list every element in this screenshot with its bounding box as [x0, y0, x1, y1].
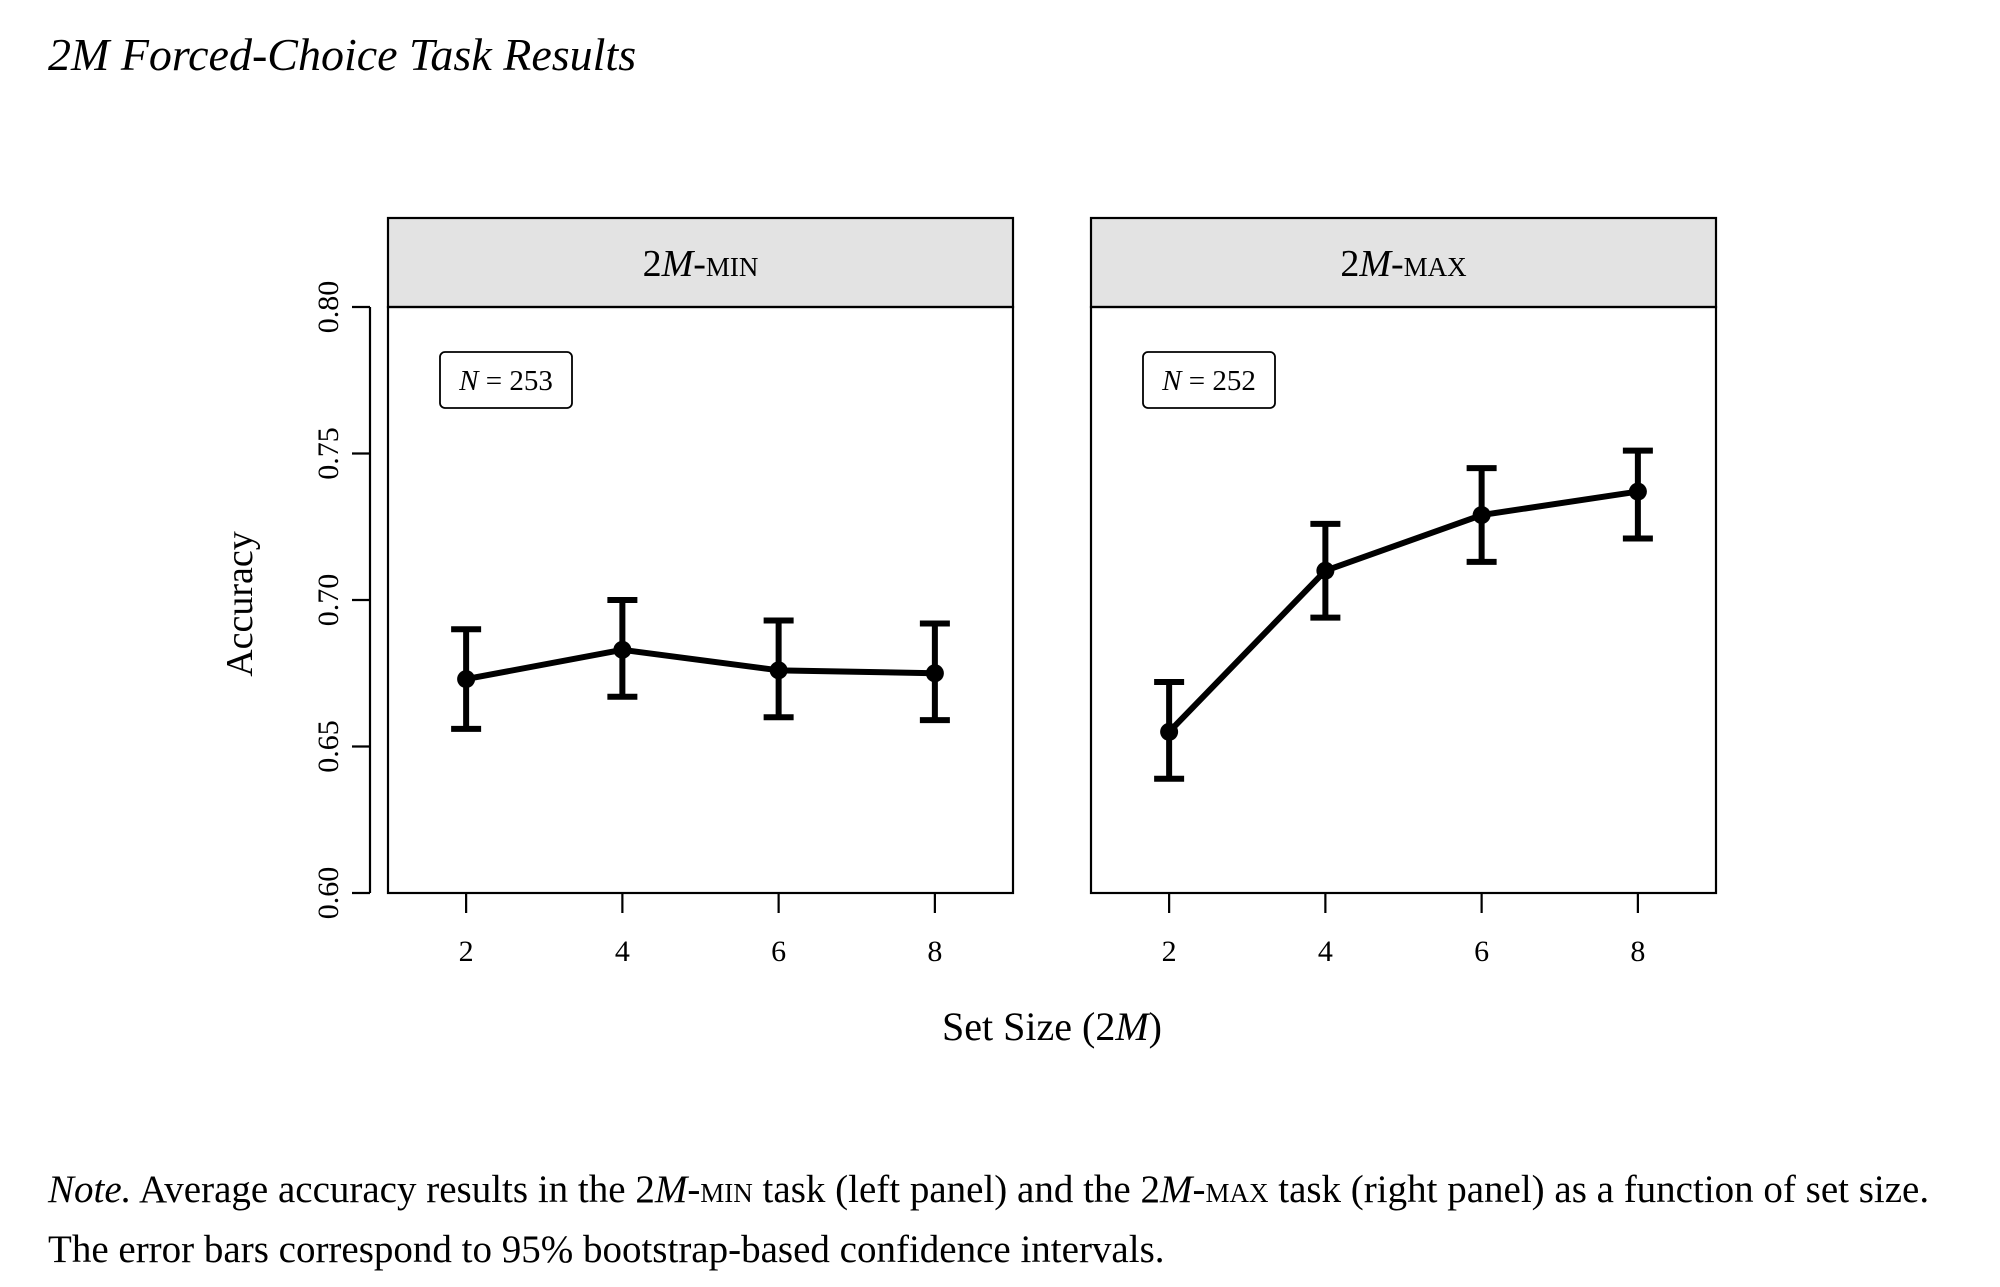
data-point	[1628, 482, 1647, 501]
n-box	[1142, 351, 1276, 409]
panel-strip-label: 2M-max	[1340, 243, 1467, 285]
x-tick-label: 4	[615, 935, 630, 968]
note-task2-num: 2	[1140, 1168, 1160, 1211]
x-tick-label: 4	[1318, 935, 1333, 968]
data-point	[613, 640, 632, 659]
data-point	[769, 661, 788, 680]
data-point	[1316, 561, 1335, 580]
figure-title: 2M Forced-Choice Task Results	[48, 29, 637, 80]
x-tick-label: 8	[1630, 935, 1645, 968]
panel-strip	[386, 216, 1015, 309]
x-tick-label: 2	[459, 935, 474, 968]
n-label: N = 252	[1161, 365, 1256, 397]
y-tick-label: 0.65	[312, 720, 345, 773]
note-task1-var: M	[654, 1168, 688, 1211]
note-task2-suffix: -max	[1192, 1168, 1269, 1211]
y-tick-label: 0.75	[312, 427, 345, 480]
series-line	[1166, 488, 1639, 734]
n-label: N = 253	[458, 365, 553, 397]
n-box	[439, 351, 573, 409]
note-text-3: task (right panel) as a function of set …	[48, 1168, 1930, 1271]
data-point	[1472, 506, 1491, 525]
x-tick-label: 8	[927, 935, 942, 968]
data-point	[1160, 722, 1179, 741]
y-axis-label: Accuracy	[219, 531, 261, 677]
note-task1-suffix: -min	[687, 1168, 753, 1211]
x-tick-label: 2	[1162, 935, 1177, 968]
series-line	[465, 646, 935, 683]
note-text-1: Average accuracy results in the	[131, 1168, 636, 1211]
note-text-2: task (left panel) and the	[752, 1168, 1141, 1211]
x-tick-label: 6	[771, 935, 786, 968]
panel-frame	[1089, 305, 1718, 895]
panel-strip-label: 2M-min	[643, 243, 759, 285]
y-tick-label: 0.80	[312, 281, 345, 334]
chart: 0.60 0.65 0.70 0.75 0.80 Accuracy 2M-min N = 25…	[219, 216, 1718, 1049]
note-lead: Note.	[48, 1168, 132, 1211]
y-tick-label: 0.70	[312, 574, 345, 627]
figure-note: Note. Average accuracy results in the 2M…	[48, 1160, 1978, 1280]
note-task1-num: 2	[635, 1168, 655, 1211]
data-point	[925, 664, 944, 683]
x-tick-label: 6	[1474, 935, 1489, 968]
x-axis-label: Set Size (2M)	[942, 1004, 1162, 1049]
y-tick-label: 0.60	[312, 867, 345, 920]
data-point	[457, 670, 476, 689]
note-task2-var: M	[1159, 1168, 1193, 1211]
panel-frame	[386, 305, 1015, 895]
